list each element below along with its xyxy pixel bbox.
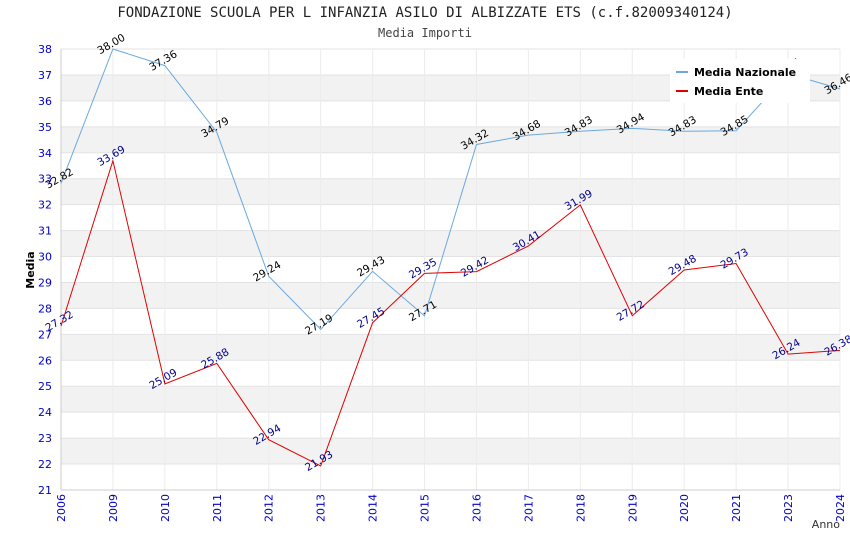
y-tick-label: 35 bbox=[38, 121, 52, 134]
legend-label: Media Ente bbox=[694, 85, 763, 98]
x-tick-label: 2009 bbox=[107, 494, 120, 522]
y-tick-label: 34 bbox=[38, 147, 52, 160]
y-tick-label: 38 bbox=[38, 43, 52, 56]
data-label: 29.43 bbox=[355, 254, 387, 279]
y-tick-label: 25 bbox=[38, 380, 52, 393]
x-tick-label: 2011 bbox=[211, 494, 224, 522]
x-tick-label: 2019 bbox=[626, 494, 639, 522]
y-tick-label: 32 bbox=[38, 199, 52, 212]
x-tick-label: 2017 bbox=[522, 494, 535, 522]
y-tick-label: 26 bbox=[38, 354, 52, 367]
series-line-media-nazionale bbox=[60, 48, 841, 331]
y-tick-label: 24 bbox=[38, 406, 52, 419]
grid-band bbox=[61, 230, 840, 257]
x-tick-label: 2010 bbox=[159, 494, 172, 522]
y-axis-title: Media bbox=[24, 251, 37, 288]
grid-band bbox=[61, 438, 840, 465]
y-tick-label: 28 bbox=[38, 302, 52, 315]
chart-title: FONDAZIONE SCUOLA PER L INFANZIA ASILO D… bbox=[117, 5, 733, 21]
y-tick-label: 21 bbox=[38, 484, 52, 497]
x-tick-label: 2018 bbox=[574, 494, 587, 522]
x-axis-title: Anno bbox=[812, 518, 840, 531]
data-label: 29.24 bbox=[251, 259, 283, 285]
x-tick-label: 2024 bbox=[834, 494, 847, 522]
grid-band bbox=[61, 334, 840, 361]
y-tick-label: 31 bbox=[38, 225, 52, 238]
y-tick-label: 23 bbox=[38, 432, 52, 445]
x-tick-label: 2013 bbox=[315, 494, 328, 522]
data-label: 29.35 bbox=[407, 256, 439, 281]
series-line-media-ente bbox=[60, 158, 841, 467]
grid-band bbox=[61, 386, 840, 413]
y-tick-label: 29 bbox=[38, 276, 52, 289]
legend-label: Media Nazionale bbox=[694, 66, 796, 79]
y-tick-label: 22 bbox=[38, 458, 52, 471]
y-tick-label: 36 bbox=[38, 95, 52, 108]
data-label: 29.42 bbox=[459, 254, 491, 279]
x-tick-label: 2012 bbox=[263, 494, 276, 522]
grid-band bbox=[61, 282, 840, 309]
x-tick-label: 2016 bbox=[470, 494, 483, 522]
chart-subtitle: Media Importi bbox=[378, 26, 472, 40]
y-tick-label: 37 bbox=[38, 69, 52, 82]
x-tick-label: 2015 bbox=[419, 494, 432, 522]
x-tick-label: 2021 bbox=[730, 494, 743, 522]
y-tick-label: 27 bbox=[38, 328, 52, 341]
x-tick-label: 2020 bbox=[678, 494, 691, 522]
y-tick-label: 30 bbox=[38, 251, 52, 264]
x-tick-label: 2023 bbox=[782, 494, 795, 522]
x-tick-label: 2014 bbox=[367, 494, 380, 522]
data-label: 37.36 bbox=[147, 48, 179, 74]
legend-box bbox=[670, 59, 810, 103]
grid-band bbox=[61, 178, 840, 205]
x-tick-label: 2006 bbox=[55, 494, 68, 522]
y-tick-label: 33 bbox=[38, 173, 52, 186]
